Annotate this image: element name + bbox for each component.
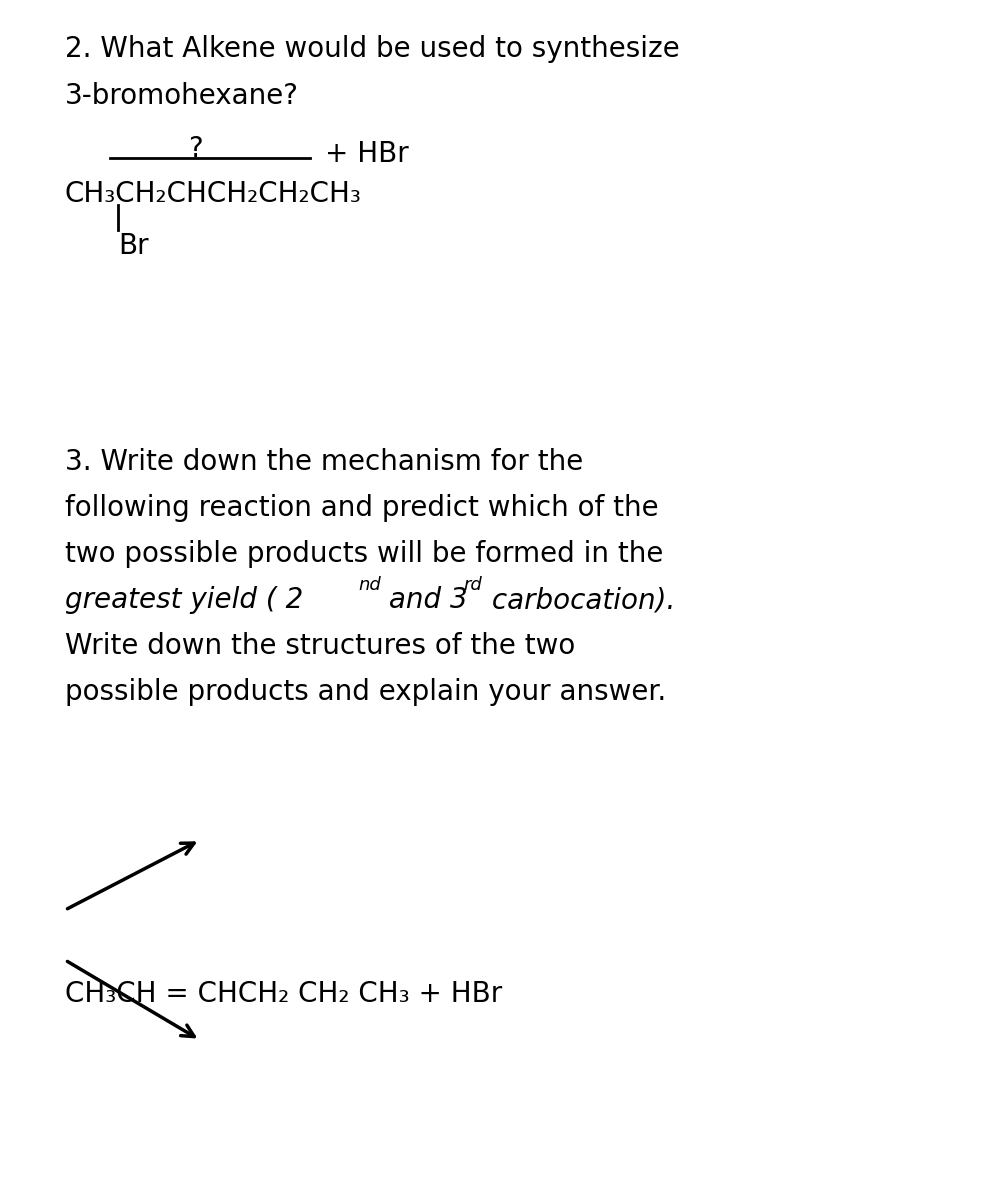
Text: two possible products will be formed in the: two possible products will be formed in … xyxy=(65,540,664,568)
Text: rd: rd xyxy=(463,576,482,594)
Text: greatest yield ( 2: greatest yield ( 2 xyxy=(65,586,303,614)
Text: Write down the structures of the two: Write down the structures of the two xyxy=(65,632,575,660)
Text: nd: nd xyxy=(358,576,381,594)
Text: ?: ? xyxy=(188,134,203,163)
Text: CH₃CH₂CHCH₂CH₂CH₃: CH₃CH₂CHCH₂CH₂CH₃ xyxy=(65,180,362,208)
Text: 2. What Alkene would be used to synthesize: 2. What Alkene would be used to synthesi… xyxy=(65,35,680,62)
Text: + HBr: + HBr xyxy=(325,140,409,168)
Text: CH₃CH = CHCH₂ CH₂ CH₃ + HBr: CH₃CH = CHCH₂ CH₂ CH₃ + HBr xyxy=(65,980,502,1008)
Text: and 3: and 3 xyxy=(380,586,468,614)
Text: possible products and explain your answer.: possible products and explain your answe… xyxy=(65,678,667,706)
Text: following reaction and predict which of the: following reaction and predict which of … xyxy=(65,494,659,522)
Text: 3-bromohexane?: 3-bromohexane? xyxy=(65,82,299,110)
Text: 3. Write down the mechanism for the: 3. Write down the mechanism for the xyxy=(65,448,583,476)
Text: carbocation).: carbocation). xyxy=(483,586,676,614)
Text: Br: Br xyxy=(118,232,149,260)
